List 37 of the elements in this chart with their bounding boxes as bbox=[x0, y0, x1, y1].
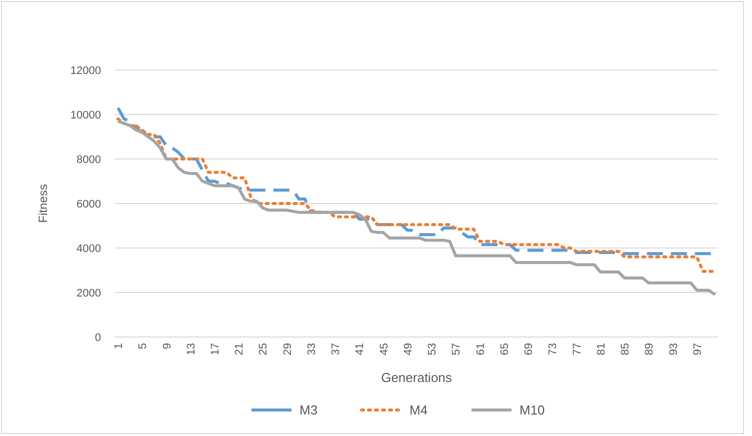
y-tick-label: 8000 bbox=[76, 154, 101, 166]
x-tick-label: 89 bbox=[644, 343, 656, 356]
x-tick-label: 53 bbox=[426, 343, 439, 356]
x-tick-label: 81 bbox=[595, 343, 608, 356]
x-tick-label: 57 bbox=[450, 343, 463, 356]
x-tick-label: 93 bbox=[668, 343, 680, 356]
x-tick-label: 65 bbox=[498, 343, 511, 356]
x-tick-label: 69 bbox=[523, 343, 536, 356]
x-tick-label: 13 bbox=[185, 343, 198, 356]
x-tick-label: 77 bbox=[571, 343, 584, 356]
x-tick-label: 45 bbox=[378, 343, 390, 356]
x-tick-label: 21 bbox=[234, 343, 246, 356]
x-tick-label: 49 bbox=[402, 343, 414, 356]
x-tick-label: 37 bbox=[330, 343, 342, 356]
x-tick-label: 41 bbox=[354, 343, 366, 356]
x-tick-label: 29 bbox=[282, 343, 294, 356]
x-axis-title: Generations bbox=[381, 370, 452, 385]
y-tick-label: 2000 bbox=[76, 287, 101, 300]
legend-label: M3 bbox=[300, 402, 318, 418]
x-tick-label: 33 bbox=[306, 343, 318, 356]
y-tick-label: 12000 bbox=[70, 64, 101, 77]
y-tick-label: 10000 bbox=[70, 109, 101, 122]
x-tick-label: 9 bbox=[161, 343, 174, 350]
y-tick-label: 6000 bbox=[76, 198, 101, 210]
x-tick-label: 61 bbox=[474, 343, 487, 356]
x-tick-label: 25 bbox=[258, 343, 270, 356]
x-tick-label: 73 bbox=[547, 343, 560, 356]
y-axis-title: Fitness bbox=[36, 184, 50, 223]
y-tick-label: 0 bbox=[94, 332, 101, 344]
legend-label: M4 bbox=[410, 402, 428, 418]
x-tick-label: 85 bbox=[620, 343, 632, 356]
x-tick-label: 5 bbox=[137, 343, 150, 350]
legend-label: M10 bbox=[520, 402, 545, 418]
x-tick-label: 97 bbox=[692, 343, 704, 356]
x-tick-label: 1 bbox=[113, 343, 126, 350]
x-tick-label: 17 bbox=[209, 343, 222, 356]
y-tick-label: 4000 bbox=[76, 242, 101, 255]
